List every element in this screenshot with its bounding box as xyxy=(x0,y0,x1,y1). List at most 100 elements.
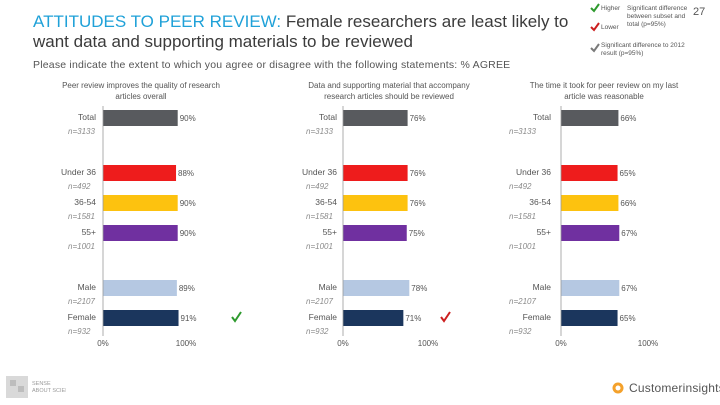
panel-3-value-label-5: 65% xyxy=(620,314,636,323)
panel-2-base-label-3: n=1001 xyxy=(306,242,333,251)
panel-2-base-label-0: n=3133 xyxy=(306,127,333,136)
panel-1-title-line: Peer review improves the quality of rese… xyxy=(62,81,220,90)
panel-2-base-label-1: n=492 xyxy=(306,182,329,191)
panel-3-base-label-0: n=3133 xyxy=(509,127,536,136)
panel-1-bar-2 xyxy=(103,195,178,211)
panel-1-category-label-2: 36-54 xyxy=(74,197,96,207)
panel-3-base-label-4: n=2107 xyxy=(509,297,536,306)
panel-2-base-label-4: n=2107 xyxy=(306,297,333,306)
panel-2-bar-4 xyxy=(343,280,410,296)
panel-1-value-label-2: 90% xyxy=(180,199,196,208)
panel-2-category-label-2: 36-54 xyxy=(315,197,337,207)
lower-check-icon xyxy=(590,22,600,32)
panel-3-title-line: The time it took for peer review on my l… xyxy=(530,81,679,90)
panel-2-value-label-3: 75% xyxy=(409,229,425,238)
panel-1-value-label-5: 91% xyxy=(181,314,197,323)
panel-3-bar-2 xyxy=(561,195,619,211)
panel-1-significance-check-icon-5 xyxy=(231,311,242,323)
panel-3-category-label-4: Male xyxy=(533,282,552,292)
panel-3-category-label-2: 36-54 xyxy=(529,197,551,207)
panel-1-value-label-1: 88% xyxy=(178,169,194,178)
panel-3-bar-3 xyxy=(561,225,620,241)
panel-2-tick-max: 100% xyxy=(418,339,438,348)
panel-3-value-label-3: 67% xyxy=(621,229,637,238)
panel-2-bar-3 xyxy=(343,225,407,241)
panel-1-bar-4 xyxy=(103,280,177,296)
page-title: ATTITUDES TO PEER REVIEW: Female researc… xyxy=(33,12,593,52)
higher-check-icon xyxy=(590,3,600,13)
panel-3-title-line: article was reasonable xyxy=(564,92,644,101)
legend-2012-desc: Significant difference to 2012 result (p… xyxy=(601,42,685,57)
panel-2-value-label-1: 76% xyxy=(410,169,426,178)
panel-3-category-label-1: Under 36 xyxy=(516,167,551,177)
panel-2-title-line: research articles should be reviewed xyxy=(324,92,454,101)
panel-3-base-label-5: n=932 xyxy=(509,327,532,336)
panel-2-value-label-0: 76% xyxy=(410,114,426,123)
panel-2-bar-2 xyxy=(343,195,408,211)
panel-2-significance-check-icon-5 xyxy=(440,311,451,323)
legend-lower-label: Lower xyxy=(601,24,619,31)
panel-1-tick-max: 100% xyxy=(176,339,196,348)
panel-3-tick-min: 0% xyxy=(555,339,567,348)
panel-1-base-label-5: n=932 xyxy=(68,327,91,336)
panel-1-category-label-1: Under 36 xyxy=(61,167,96,177)
panel-3-base-label-2: n=1581 xyxy=(509,212,536,221)
customerinsights-mark-icon xyxy=(612,382,624,394)
sense-about-science-logo: SENSE ABOUT SCIENCE xyxy=(6,374,77,405)
panel-1-title-line: articles overall xyxy=(115,92,166,101)
panel-3-category-label-5: Female xyxy=(523,312,552,322)
panel-3-base-label-1: n=492 xyxy=(509,182,532,191)
panel-2-bar-0 xyxy=(343,110,408,126)
panel-2-bar-5 xyxy=(343,310,404,326)
legend-higher-label: Higher xyxy=(601,5,621,12)
panel-2-category-label-5: Female xyxy=(309,312,338,322)
panel-3-bar-4 xyxy=(561,280,620,296)
page-number: 27 xyxy=(693,6,706,18)
panel-2-category-label-1: Under 36 xyxy=(302,167,337,177)
panel-2-tick-min: 0% xyxy=(337,339,349,348)
panel-3-value-label-2: 66% xyxy=(620,199,636,208)
page-title-accent: ATTITUDES TO PEER REVIEW: xyxy=(33,12,282,31)
panel-2-bar-1 xyxy=(343,165,408,181)
svg-text:SENSE: SENSE xyxy=(32,381,51,387)
panel-3-category-label-0: Total xyxy=(533,112,551,122)
panel-3-value-label-0: 66% xyxy=(620,114,636,123)
panel-3-category-label-3: 55+ xyxy=(537,227,551,237)
panel-2-category-label-4: Male xyxy=(319,282,338,292)
panel-3-tick-max: 100% xyxy=(638,339,658,348)
panel-1-bar-3 xyxy=(103,225,178,241)
svg-text:ABOUT SCIENCE: ABOUT SCIENCE xyxy=(32,388,66,394)
page-title-rest: Female researchers are least likely to w… xyxy=(33,12,569,51)
panel-2-title-line: Data and supporting material that accomp… xyxy=(308,81,469,90)
panel-2-category-label-3: 55+ xyxy=(323,227,337,237)
panel-1-base-label-1: n=492 xyxy=(68,182,91,191)
panel-1-bar-5 xyxy=(103,310,179,326)
panel-1-value-label-3: 90% xyxy=(180,229,196,238)
customerinsights-logo: Customerinsights xyxy=(612,381,720,395)
panel-1-base-label-2: n=1581 xyxy=(68,212,95,221)
panel-2-value-label-5: 71% xyxy=(405,314,421,323)
panel-1-category-label-5: Female xyxy=(68,312,97,322)
question-subtitle: Please indicate the extent to which you … xyxy=(33,59,511,71)
panel-1-category-label-4: Male xyxy=(78,282,97,292)
panel-1-value-label-0: 90% xyxy=(180,114,196,123)
panel-1-bar-1 xyxy=(103,165,177,181)
panel-1-tick-min: 0% xyxy=(97,339,109,348)
panel-3-value-label-4: 67% xyxy=(621,284,637,293)
panel-3-bar-5 xyxy=(561,310,618,326)
panel-1-category-label-3: 55+ xyxy=(82,227,96,237)
panel-3-bar-0 xyxy=(561,110,619,126)
panel-1-category-label-0: Total xyxy=(78,112,96,122)
panel-1-base-label-0: n=3133 xyxy=(68,127,95,136)
panel-2-value-label-2: 76% xyxy=(410,199,426,208)
panel-2-base-label-2: n=1581 xyxy=(306,212,333,221)
panel-1-value-label-4: 89% xyxy=(179,284,195,293)
customerinsights-text: Customerinsights xyxy=(629,381,720,395)
panel-3-value-label-1: 65% xyxy=(620,169,636,178)
panel-2-value-label-4: 78% xyxy=(411,284,427,293)
panel-1-base-label-4: n=2107 xyxy=(68,297,95,306)
panel-3-base-label-3: n=1001 xyxy=(509,242,536,251)
panel-2-category-label-0: Total xyxy=(319,112,337,122)
panel-3-bar-1 xyxy=(561,165,618,181)
